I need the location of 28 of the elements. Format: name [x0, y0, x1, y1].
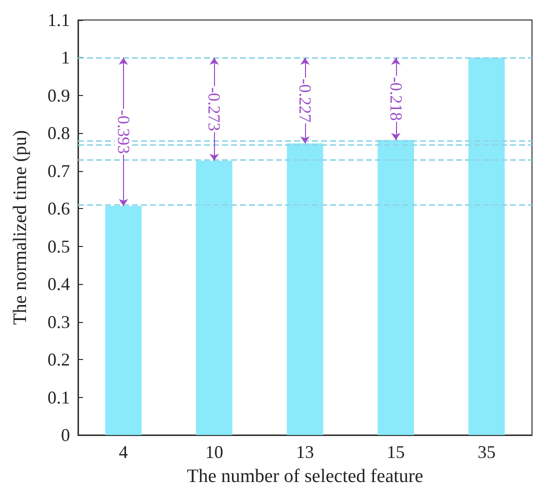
x-tick-label: 4 [118, 442, 128, 462]
x-tick-label: 35 [478, 442, 496, 462]
y-axis-title: The normalized time (pu) [10, 130, 31, 325]
y-tick-label: 0 [61, 425, 70, 445]
y-tick-label: 0.9 [48, 85, 70, 106]
bar [378, 140, 414, 435]
bar [286, 143, 324, 435]
annotation: -0.273 [204, 87, 224, 132]
bar [105, 206, 142, 435]
y-tick-label: 0.4 [48, 274, 70, 294]
x-tick-label: 15 [386, 442, 405, 462]
bar [196, 160, 232, 435]
annotation: -0.227 [296, 78, 314, 123]
x-tick-label: 13 [296, 442, 314, 462]
y-tick-label: 0.2 [48, 350, 70, 370]
y-tick-label: 0.7 [48, 160, 70, 181]
annotation: -0.393 [114, 110, 133, 154]
annotation: -0.218 [386, 76, 406, 121]
y-tick-label: 1.1 [48, 10, 70, 30]
y-tick-label: 0.1 [48, 387, 70, 408]
x-tick-label: 10 [205, 442, 224, 462]
bar [468, 58, 505, 435]
y-tick-label: 1 [61, 48, 70, 68]
y-tick-label: 0.6 [48, 198, 70, 219]
y-tick-label: 0.8 [48, 123, 70, 144]
y-tick-label: 0.3 [48, 312, 70, 332]
x-axis-title: The number of selected feature [186, 466, 424, 487]
y-tick-label: 0.5 [48, 236, 70, 256]
